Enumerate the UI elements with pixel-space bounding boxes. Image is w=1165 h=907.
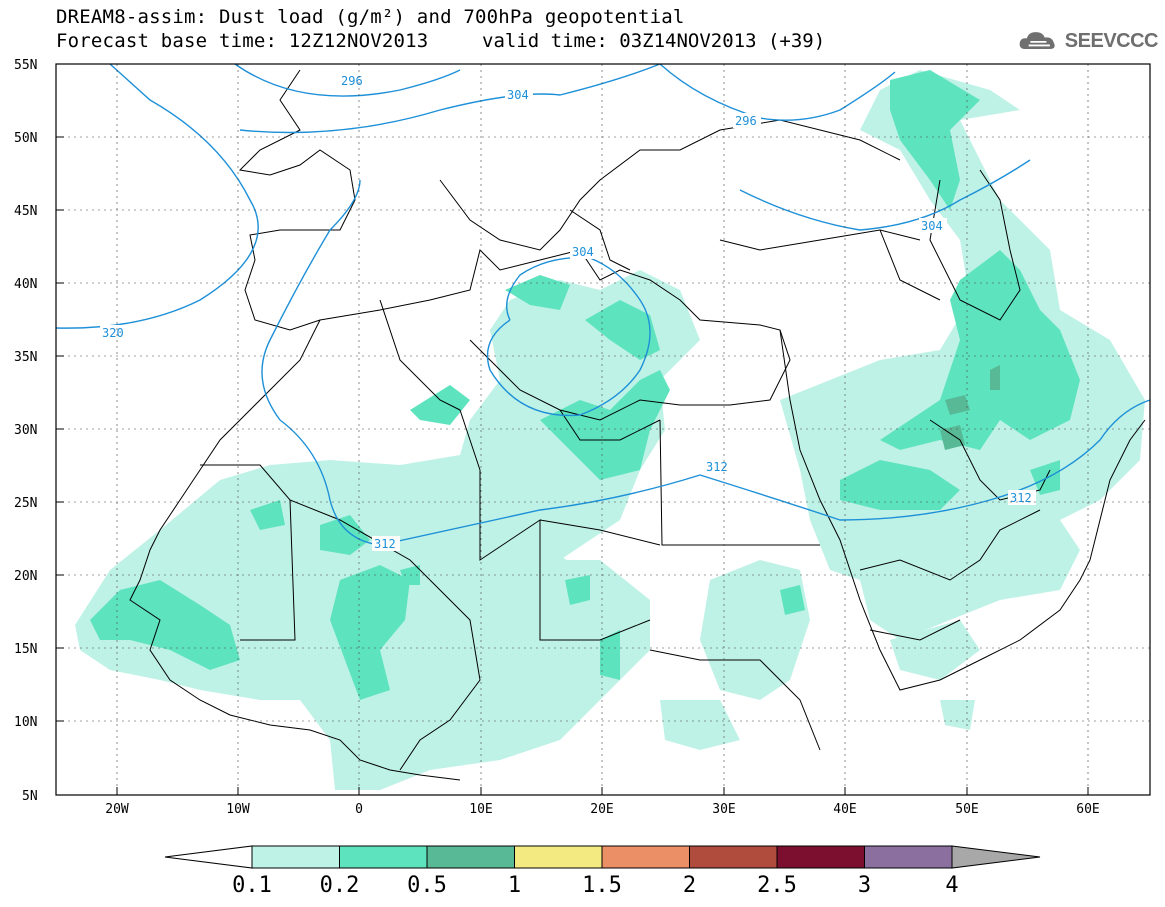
geopotential-contours: [56, 64, 1150, 546]
x-tick-label: 0: [355, 802, 363, 817]
contour-label: 304: [572, 245, 594, 259]
y-tick-label: 5N: [22, 789, 38, 804]
colorbar-labels: 0.1 0.2 0.5 1 1.5 2 2.5 3 4: [232, 873, 959, 898]
x-tick-label: 10W: [226, 802, 250, 817]
colorbar-swatch: [601, 845, 690, 869]
y-tick-label: 35N: [14, 350, 37, 365]
contour-label: 296: [735, 114, 757, 128]
colorbar-swatch: [864, 845, 953, 869]
x-tick-label: 10E: [469, 802, 492, 817]
y-tick-label: 25N: [14, 496, 37, 511]
colorbar: [164, 845, 1041, 869]
x-tick-label: 40E: [833, 802, 856, 817]
graticule: [56, 64, 1150, 795]
forecast-base-time: Forecast base time: 12Z12NOV2013: [56, 30, 429, 52]
colorbar-label: 0.2: [320, 873, 360, 898]
y-axis-labels: 55N 50N 45N 40N 35N 30N 25N 20N 15N 10N …: [14, 58, 38, 804]
x-tick-label: 30E: [712, 802, 735, 817]
y-tick-label: 20N: [14, 569, 37, 584]
colorbar-swatch: [426, 845, 515, 869]
colorbar-swatch: [251, 845, 340, 869]
colorbar-label: 1.5: [582, 873, 622, 898]
contour-label: 296: [341, 74, 363, 88]
x-axis-labels: 20W 10W 0 10E 20E 30E 40E 50E 60E: [105, 802, 1099, 817]
coastlines: [129, 69, 1146, 781]
y-tick-label: 10N: [14, 715, 37, 730]
y-tick-label: 15N: [14, 642, 37, 657]
y-tick-label: 50N: [14, 131, 37, 146]
contour-label: 312: [1010, 491, 1032, 505]
contour-label: 312: [374, 537, 396, 551]
map-title: DREAM8-assim: Dust load (g/m²) and 700hP…: [56, 6, 685, 28]
contour-label: 304: [921, 219, 943, 233]
colorbar-label: 2: [683, 873, 696, 898]
colorbar-label: 0.1: [232, 873, 272, 898]
x-tick-label: 20E: [590, 802, 613, 817]
colorbar-swatch: [689, 845, 778, 869]
y-tick-label: 30N: [14, 423, 37, 438]
y-tick-label: 55N: [14, 58, 37, 73]
colorbar-left-arrow: [164, 845, 253, 869]
colorbar-label: 3: [858, 873, 871, 898]
tick-marks: [56, 63, 1089, 795]
x-tick-label: 50E: [955, 802, 978, 817]
colorbar-swatch: [339, 845, 428, 869]
contour-label: 312: [706, 460, 728, 474]
colorbar-swatch: [514, 845, 603, 869]
seevccc-logo: SEEVCCC: [1018, 26, 1159, 56]
contour-label: 320: [102, 326, 124, 340]
y-tick-label: 45N: [14, 204, 37, 219]
valid-time: valid time: 03Z14NOV2013 (+39): [482, 30, 826, 52]
contour-label: 304: [507, 88, 529, 102]
colorbar-label: 4: [945, 873, 958, 898]
cloud-icon: [1019, 32, 1055, 49]
colorbar-swatch: [776, 845, 865, 869]
colorbar-label: 1: [508, 873, 521, 898]
contour-labels: 296 304 296 304 304 320 312 312 312: [100, 73, 1036, 551]
dust-field: [75, 70, 1145, 790]
y-tick-label: 40N: [14, 277, 37, 292]
colorbar-label: 0.5: [407, 873, 447, 898]
colorbar-label: 2.5: [757, 873, 797, 898]
logo-text: SEEVCCC: [1064, 29, 1159, 52]
x-tick-label: 20W: [105, 802, 129, 817]
colorbar-right-arrow: [951, 845, 1041, 869]
x-tick-label: 60E: [1076, 802, 1099, 817]
